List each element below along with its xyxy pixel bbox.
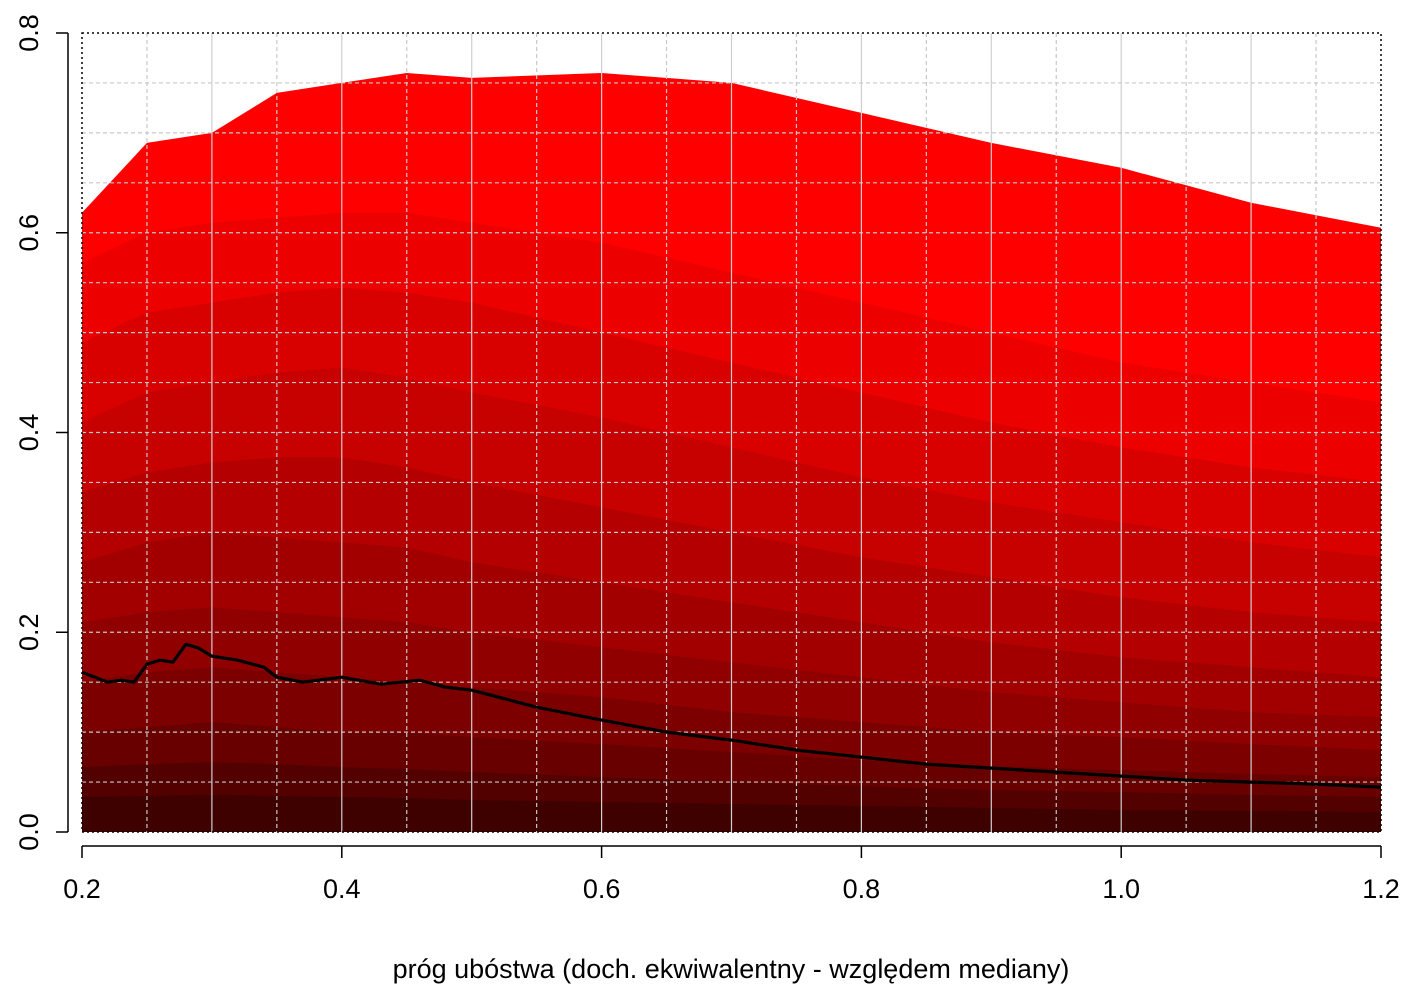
x-tick-label: 1.0 (1102, 874, 1140, 904)
plot-frame (81, 32, 1382, 833)
y-tick-label: 0.2 (14, 613, 44, 651)
grid (82, 33, 1381, 832)
x-tick-label: 0.2 (63, 874, 101, 904)
plot-border (81, 32, 1382, 833)
axes: 0.2 0.4 0.6 0.8 1.0 1.2 0.0 0.2 0.4 0.6 0.8 (14, 14, 1400, 904)
y-tick-label: 0.0 (14, 813, 44, 851)
y-tick-label: 0.6 (14, 214, 44, 252)
x-tick-label: 0.4 (323, 874, 361, 904)
y-tick-label: 0.4 (14, 414, 44, 452)
x-tick-label: 0.8 (843, 874, 881, 904)
x-axis-label: próg ubóstwa (doch. ekwiwalentny - wzglę… (393, 954, 1070, 984)
y-tick-label: 0.8 (14, 14, 44, 52)
series-lines (81, 642, 1382, 789)
x-tick-label: 1.2 (1362, 874, 1400, 904)
series-line-1 (81, 642, 1382, 789)
x-tick-label: 0.6 (583, 874, 621, 904)
